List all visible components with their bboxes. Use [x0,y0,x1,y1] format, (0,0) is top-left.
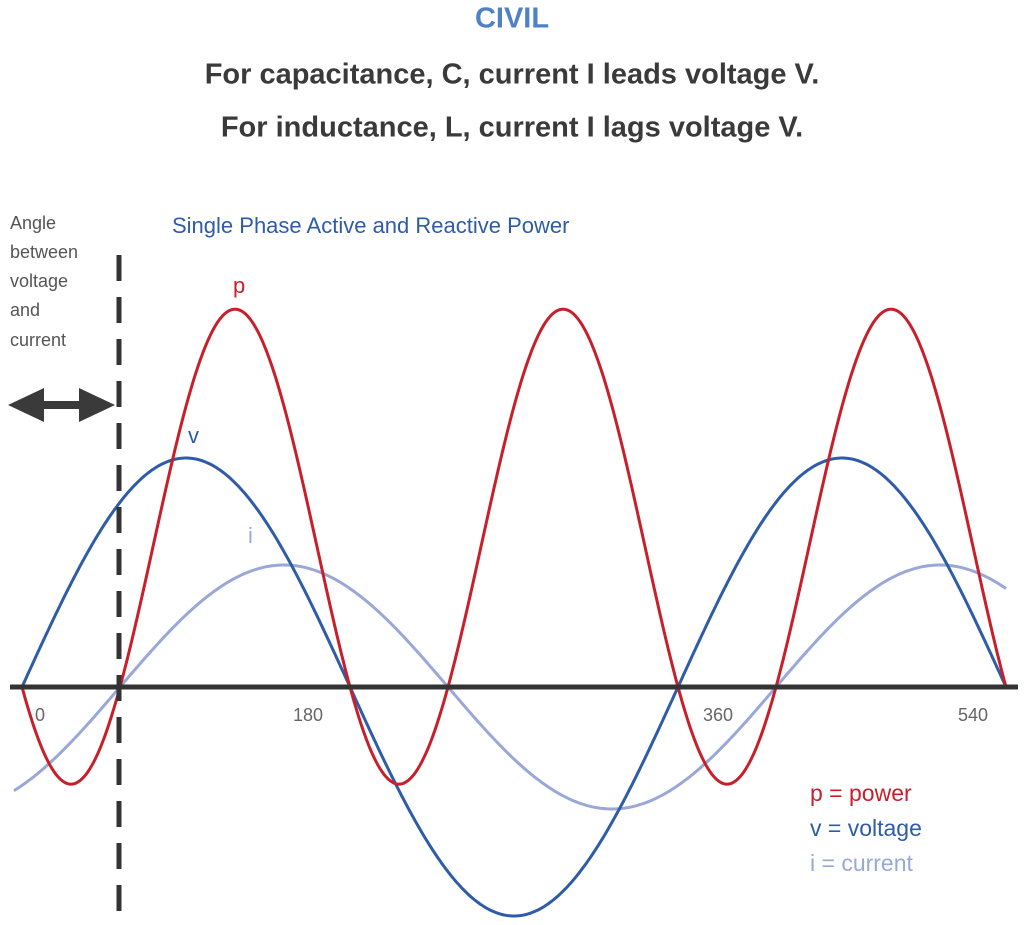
header-line: For inductance, L, current I lags voltag… [221,112,803,144]
axis-label: 180 [293,705,323,725]
axis-label: 360 [703,705,733,725]
current-curve [13,563,1007,811]
curve-label: v [188,423,199,448]
curves [13,307,1008,918]
curve-label: i [248,523,253,548]
legend-entry: p = power [810,780,912,806]
legend-entry: v = voltage [810,815,922,841]
title: CIVIL [475,3,549,35]
header-line: For capacitance, C, current I leads volt… [205,59,820,91]
axis-label: 0 [35,705,45,725]
angle-note: current [10,330,66,350]
power-curve [20,307,1008,786]
curve-label: p [233,273,245,298]
axis-label: 540 [958,705,988,725]
double-arrow [8,388,115,422]
angle-note: and [10,300,40,320]
voltage-curve [20,456,1008,918]
diagram-title: Single Phase Active and Reactive Power [172,213,569,238]
angle-note: between [10,242,78,262]
angle-note: voltage [10,271,68,291]
angle-note: Angle [10,213,56,233]
legend-entry: i = current [810,850,914,876]
